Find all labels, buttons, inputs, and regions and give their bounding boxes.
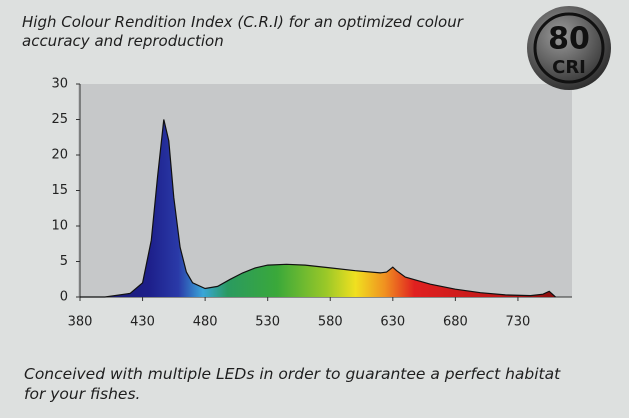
- y-tick-label: 30: [51, 77, 68, 92]
- spectrum-line: [80, 119, 556, 298]
- x-tick-label: 530: [255, 315, 280, 330]
- y-tick-label: 15: [51, 183, 68, 198]
- x-tick-label: 580: [318, 315, 343, 330]
- badge-ring: [533, 12, 605, 84]
- badge-circle: [527, 6, 611, 90]
- y-tick-label: 0: [60, 290, 68, 305]
- badge-label: CRI: [552, 57, 586, 78]
- x-tick-label: 380: [68, 315, 93, 330]
- title: High Colour Rendition Index (C.R.I) for …: [22, 13, 463, 50]
- x-tick-label: 680: [443, 315, 468, 330]
- x-tick-label: 480: [193, 315, 218, 330]
- x-tick-label: 630: [380, 315, 405, 330]
- caption: Conceived with multiple LEDs in order to…: [24, 365, 561, 403]
- badge-number: 80: [548, 22, 590, 57]
- y-tick-label: 20: [51, 148, 68, 163]
- badge: [527, 6, 611, 90]
- x-tick-label: 430: [130, 315, 155, 330]
- y-tick-label: 10: [51, 219, 68, 234]
- x-tick-label: 730: [506, 315, 531, 330]
- y-tick-label: 25: [51, 112, 68, 127]
- y-tick-label: 5: [60, 254, 68, 269]
